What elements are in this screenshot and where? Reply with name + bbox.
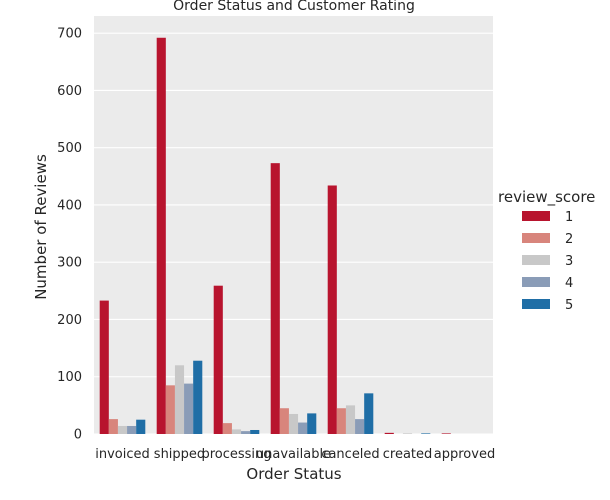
legend-swatch [522,277,550,287]
bar [213,285,223,434]
bar [307,413,317,434]
legend-label: 3 [565,254,573,269]
bar [402,433,413,434]
y-tick-label: 400 [57,198,82,213]
x-tick-label: processing [201,447,271,462]
y-tick-label: 100 [57,370,82,385]
chart-title: Order Status and Customer Rating [173,0,415,14]
bar [193,360,203,434]
legend-label: 5 [565,298,573,313]
y-axis-label: Number of Reviews [32,154,50,300]
bar [288,413,299,434]
bar [421,433,431,434]
bar [127,425,137,434]
bar [355,419,365,434]
legend-swatch [522,255,550,265]
bar [222,423,232,434]
legend-title: review_score [498,188,595,207]
y-tick-label: 700 [57,27,82,42]
bar [108,419,118,434]
legend-swatch [522,211,550,221]
x-tick-label: canceled [321,447,379,462]
x-axis-label: Order Status [246,465,341,483]
legend-label: 2 [565,232,573,247]
y-tick-label: 200 [57,313,82,328]
bar [156,37,166,434]
bar [231,429,242,434]
plot-area [94,16,493,434]
bar [117,425,128,434]
bar [99,300,109,434]
x-axis-ticks: invoiced shippedprocessingunavailablecanc… [95,447,495,462]
legend-swatch [522,299,550,309]
legend-label: 1 [565,210,573,225]
bar [184,383,194,434]
y-axis-ticks: 0 100 200 300 400 500 600 700 [57,27,82,443]
bar [336,408,346,434]
x-tick-label: shipped [154,447,205,462]
bar [250,429,260,434]
y-tick-label: 500 [57,141,82,156]
x-tick-label: invoiced [95,447,150,462]
bar [174,365,185,434]
x-tick-label: approved [434,447,495,462]
bar [298,422,308,434]
legend-swatch [522,233,550,243]
bar [136,419,146,434]
bar [279,408,289,434]
y-tick-label: 300 [57,256,82,271]
bar [441,433,451,434]
y-tick-label: 600 [57,84,82,99]
bar [384,432,394,434]
bars [99,37,451,434]
bar [270,163,280,434]
legend-label: 4 [565,276,573,291]
bar [241,431,251,434]
bar [364,393,374,434]
x-tick-label: unavailable [256,447,331,462]
bar [327,185,337,434]
x-tick-label: created [383,447,433,462]
bar [165,385,175,434]
legend: review_score 1 2 3 4 5 [498,188,595,313]
bar [345,405,356,434]
y-tick-label: 0 [74,428,82,443]
